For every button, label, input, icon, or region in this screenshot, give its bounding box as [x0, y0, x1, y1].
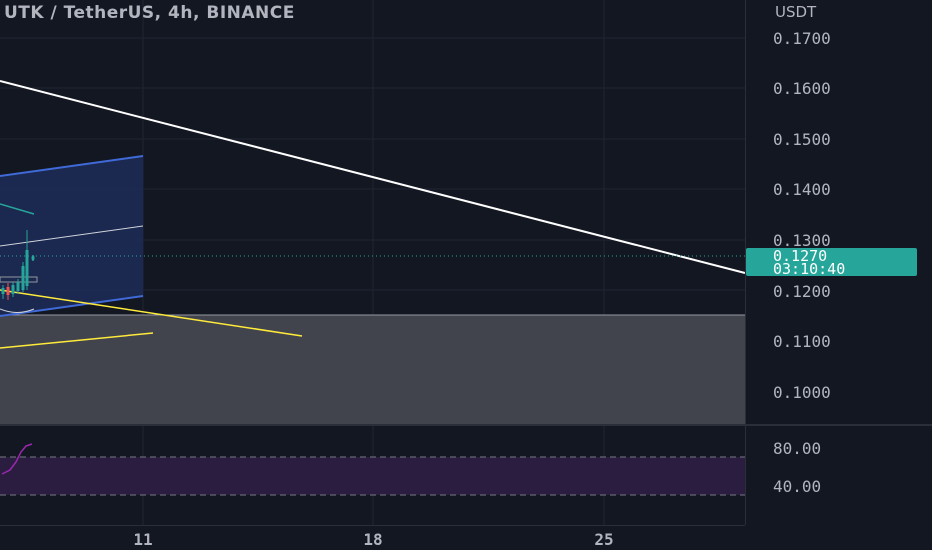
- price-tick: 0.1000: [773, 383, 831, 402]
- rsi-line[interactable]: [1, 443, 33, 475]
- rsi-band: [0, 457, 745, 495]
- time-tick: 11: [133, 530, 152, 549]
- indicator-tick: 80.00: [773, 439, 821, 458]
- channel-lower-line[interactable]: [0, 295, 144, 317]
- price-candles[interactable]: [0, 230, 38, 313]
- support-zone[interactable]: [0, 315, 745, 424]
- candle: [21, 266, 25, 290]
- price-tick: 0.1700: [773, 29, 831, 48]
- candle: [16, 282, 20, 291]
- curve-marker: [0, 308, 35, 313]
- white-trendline[interactable]: [0, 80, 746, 274]
- channel-middle-line[interactable]: [0, 225, 144, 247]
- bar-countdown: 03:10:40: [773, 260, 845, 278]
- price-axis-currency: USDT: [775, 3, 817, 21]
- time-tick: 25: [594, 530, 613, 549]
- time-tick: 18: [363, 530, 382, 549]
- candle: [25, 250, 29, 286]
- candle: [11, 285, 15, 294]
- price-tick: 0.1500: [773, 130, 831, 149]
- price-tick: 0.1300: [773, 231, 831, 250]
- price-tick: 0.1600: [773, 79, 831, 98]
- chart-title: UTK / TetherUS, 4h, BINANCE: [4, 3, 295, 23]
- teal-ray[interactable]: [0, 203, 35, 215]
- channel-upper-line[interactable]: [0, 155, 144, 177]
- candle: [1, 288, 5, 294]
- last-price-badge[interactable]: 0.1270 03:10:40: [746, 247, 917, 278]
- candle: [6, 287, 10, 295]
- price-tick: 0.1200: [773, 282, 831, 301]
- yellow-trendline-ascending[interactable]: [0, 332, 154, 349]
- yellow-trendline-descending[interactable]: [0, 289, 303, 337]
- last-price-value: 0.1270: [773, 247, 827, 265]
- price-tick: 0.1100: [773, 332, 831, 351]
- price-tick: 0.1400: [773, 180, 831, 199]
- indicator-tick: 40.00: [773, 477, 821, 496]
